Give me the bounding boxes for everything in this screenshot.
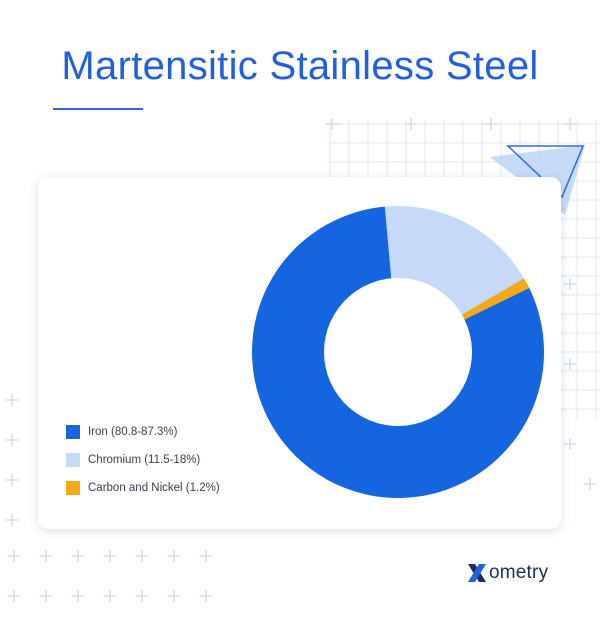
- legend-item-chromium: Chromium (11.5-18%): [66, 453, 220, 467]
- donut-slice-carbon-nickel: [461, 278, 530, 320]
- legend-swatch-iron: [66, 425, 80, 439]
- legend-label-chromium: Chromium (11.5-18%): [88, 454, 201, 466]
- legend-swatch-chromium: [66, 453, 80, 467]
- legend-label-iron: Iron (80.8-87.3%): [88, 426, 178, 438]
- xometry-x-logo-icon: [468, 564, 486, 582]
- legend-label-carbon-nickel: Carbon and Nickel (1.2%): [88, 482, 220, 494]
- legend-item-carbon-nickel: Carbon and Nickel (1.2%): [66, 481, 220, 495]
- page-title: Martensitic Stainless Steel: [61, 44, 539, 88]
- legend-item-iron: Iron (80.8-87.3%): [66, 425, 220, 439]
- chart-legend: Iron (80.8-87.3%) Chromium (11.5-18%) Ca…: [66, 425, 220, 509]
- donut-slice-iron: [251, 206, 544, 499]
- brand-name: ometry: [489, 562, 549, 583]
- brand-logo: ometry: [466, 560, 548, 586]
- donut-slice-chromium: [384, 205, 524, 315]
- legend-swatch-carbon-nickel: [66, 481, 80, 495]
- title-underline: [53, 108, 143, 110]
